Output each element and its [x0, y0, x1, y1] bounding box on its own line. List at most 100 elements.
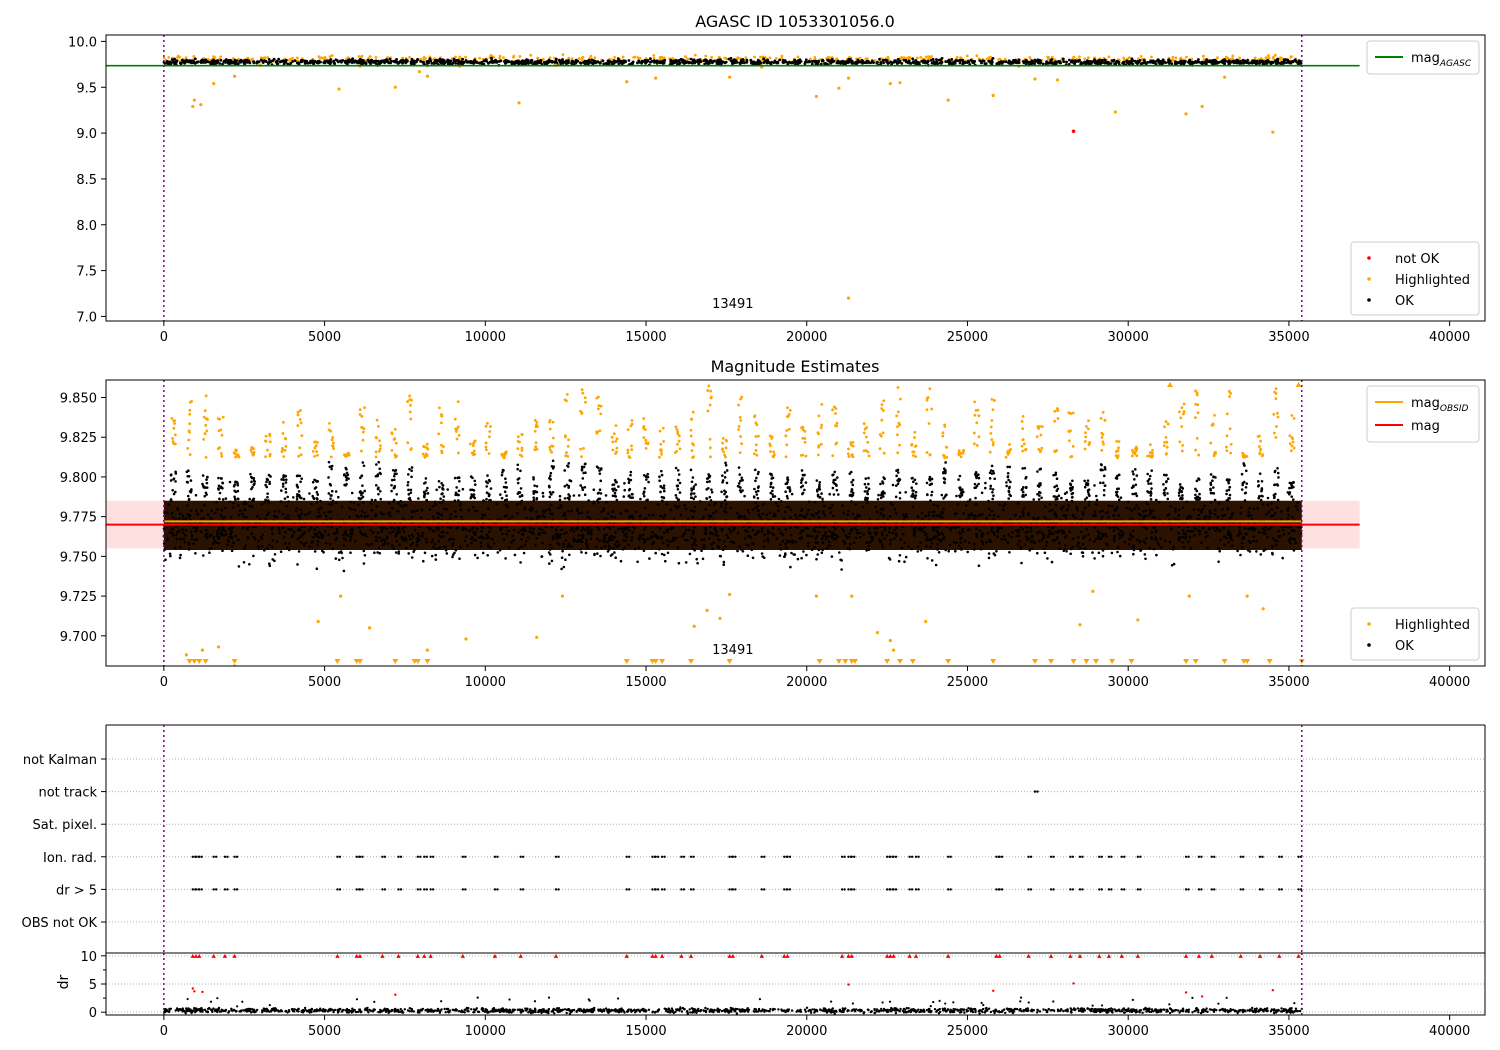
magnitude-ok-point — [1031, 539, 1034, 542]
magnitude-highlighted-point — [268, 440, 272, 444]
magnitude-ok-point — [1239, 553, 1242, 557]
agasc-ok-point — [953, 61, 956, 65]
agasc-highlighted-point — [178, 55, 182, 59]
magnitude-ok-point — [1018, 539, 1021, 543]
magnitude-highlighted-point — [172, 419, 176, 423]
magnitude-ok-point — [215, 500, 218, 504]
magnitude-ok-point — [1261, 502, 1265, 506]
magnitude-ok-point — [1262, 549, 1266, 553]
magnitude-ok-point — [1110, 504, 1114, 508]
agasc-ok-point — [856, 60, 860, 63]
magnitude-ok-point — [996, 525, 1000, 528]
magnitude-ok-point — [881, 507, 885, 511]
magnitude-ok-point — [194, 552, 197, 555]
agasc-ok-point — [593, 59, 597, 63]
magnitude-ok-point — [623, 488, 626, 492]
magnitude-ok-point — [1021, 510, 1025, 513]
magnitude-ok-point — [560, 556, 564, 559]
magnitude-ok-point — [346, 534, 349, 538]
magnitude-ok-point — [733, 526, 736, 530]
magnitude-ok-point — [1022, 512, 1025, 515]
agasc-highlighted-point — [738, 57, 742, 60]
magnitude-ok-point — [1051, 508, 1054, 512]
magnitude-ok-point — [1219, 538, 1222, 542]
agasc-ok-point — [672, 59, 676, 63]
magnitude-ok-point — [780, 500, 783, 503]
magnitude-ok-point — [1292, 549, 1296, 552]
magnitude-ok-point — [1142, 539, 1145, 543]
magnitude-ok-point — [481, 513, 484, 517]
magnitude-ok-point — [880, 543, 884, 546]
magnitude-ok-point — [1240, 546, 1244, 549]
magnitude-ok-point — [898, 554, 902, 557]
agasc-ok-point — [989, 61, 993, 65]
magnitude-ok-point — [319, 499, 322, 503]
agasc-ok-point — [1276, 59, 1280, 63]
magnitude-ok-point — [281, 485, 285, 488]
magnitude-ok-point — [891, 503, 894, 507]
magnitude-ok-point — [310, 541, 314, 544]
magnitude-ok-point — [812, 514, 816, 518]
magnitude-ok-point — [499, 518, 502, 521]
agasc-highlighted-point — [728, 75, 732, 79]
magnitude-ok-point — [814, 541, 817, 544]
magnitude-ok-point — [873, 531, 877, 534]
magnitude-ok-point — [374, 513, 378, 516]
magnitude-ok-point — [315, 534, 319, 538]
magnitude-ok-point — [975, 535, 979, 539]
magnitude-ok-point — [751, 508, 755, 511]
magnitude-ok-point — [510, 515, 514, 518]
magnitude-ok-point — [299, 541, 303, 544]
magnitude-ok-point — [371, 531, 375, 534]
magnitude-ok-point — [652, 535, 655, 538]
magnitude-ok-point — [1046, 535, 1050, 538]
magnitude-ok-point — [543, 515, 546, 519]
magnitude-ok-point — [420, 508, 424, 512]
magnitude-ok-point — [1270, 502, 1273, 505]
magnitude-ok-point — [762, 503, 765, 506]
agasc-point-legend-label: OK — [1395, 294, 1414, 309]
magnitude-ok-point — [332, 532, 336, 535]
magnitude-ok-point — [832, 514, 835, 518]
agasc-ok-point — [983, 62, 987, 65]
agasc-ok-point — [997, 61, 1001, 65]
magnitude-ok-point — [805, 553, 808, 557]
magnitude-ok-point — [887, 530, 891, 534]
magnitude-ok-point — [454, 548, 458, 552]
magnitude-ok-point — [666, 551, 670, 555]
magnitude-ok-point — [663, 531, 666, 535]
magnitude-highlighted-point — [219, 428, 223, 432]
agasc-ok-point — [1070, 59, 1074, 63]
agasc-ok-point — [520, 62, 523, 65]
magnitude-ok-point — [586, 515, 590, 518]
magnitude-ok-point — [785, 539, 789, 543]
magnitude-ok-point — [586, 511, 590, 514]
magnitude-ok-point — [271, 539, 275, 542]
agasc-ok-point — [896, 60, 900, 64]
magnitude-ok-point — [992, 513, 996, 517]
magnitude-ok-point — [1187, 540, 1190, 544]
agasc-ok-point — [301, 58, 304, 62]
agasc-highlighted-point — [529, 53, 533, 57]
magnitude-ok-point — [1047, 525, 1050, 529]
magnitude-highlighted-point — [218, 417, 222, 421]
agasc-highlighted-point — [888, 81, 892, 86]
agasc-highlighted-point — [814, 94, 818, 99]
agasc-x-tick-label: 10000 — [465, 330, 506, 345]
magnitude-ok-point — [928, 511, 931, 514]
magnitude-ok-point — [409, 543, 413, 547]
agasc-highlighted-point — [987, 56, 991, 60]
magnitude-ok-point — [470, 541, 473, 545]
magnitude-ok-point — [726, 536, 730, 539]
magnitude-ok-point — [331, 499, 335, 503]
magnitude-ok-point — [1236, 549, 1239, 553]
magnitude-highlighted-point — [187, 438, 191, 442]
magnitude-ok-point — [329, 497, 332, 500]
magnitude-ok-point — [570, 509, 573, 513]
magnitude-ok-point — [1155, 553, 1158, 557]
agasc-ok-point — [637, 59, 641, 63]
magnitude-ok-point — [581, 536, 585, 540]
magnitude-ok-point — [369, 502, 373, 505]
magnitude-ok-point — [1046, 557, 1049, 560]
magnitude-ok-point — [512, 528, 516, 532]
